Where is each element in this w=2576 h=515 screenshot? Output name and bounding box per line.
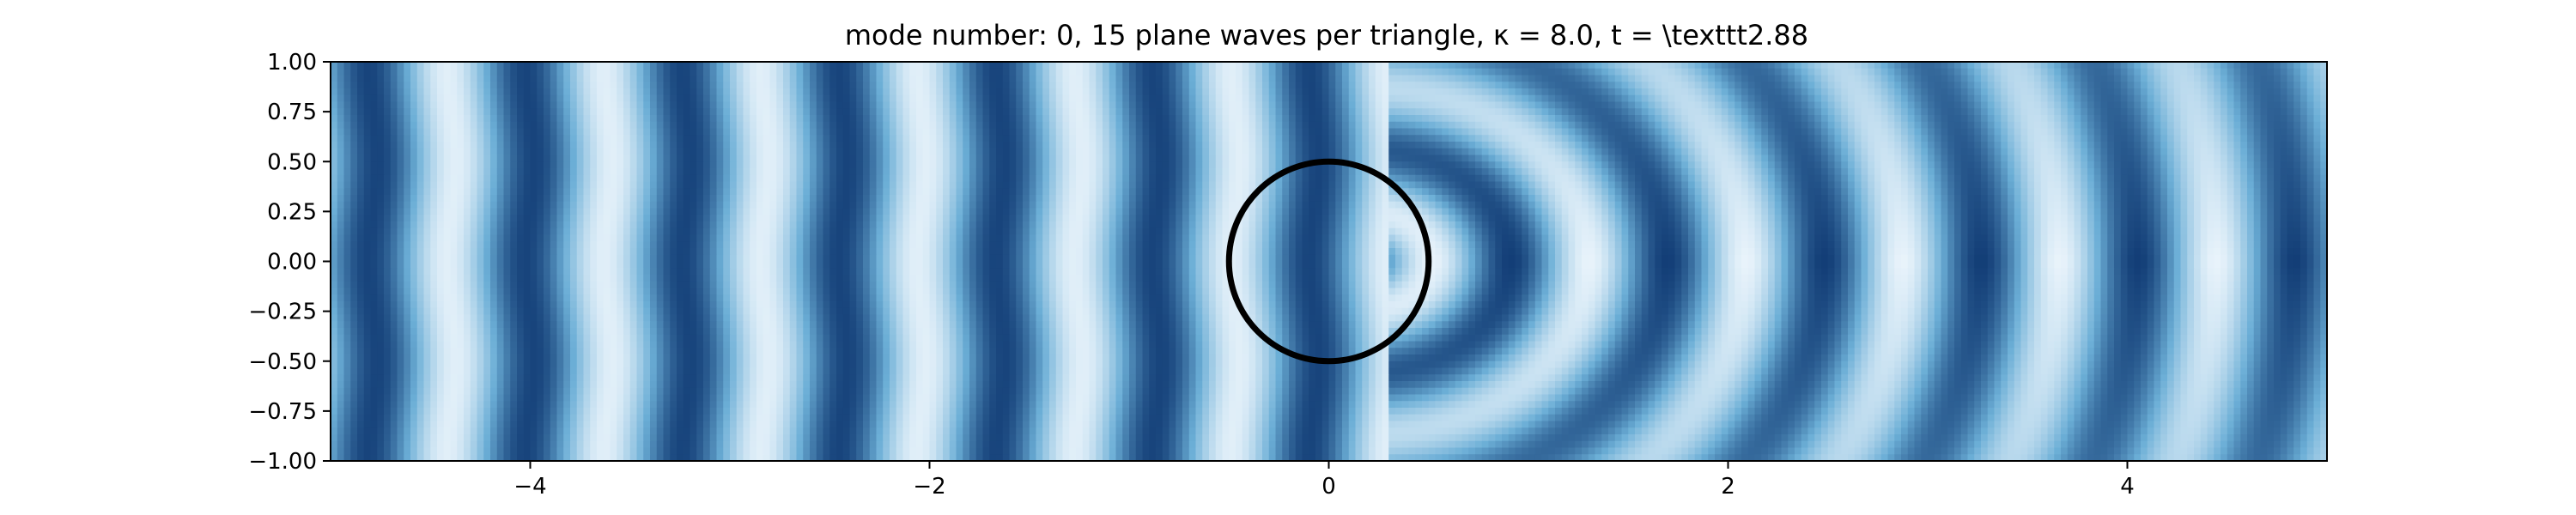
x-axis: −4 −2 0 2 4 — [513, 461, 2135, 500]
plot-area — [330, 61, 2328, 462]
y-tick-label: −0.25 — [248, 300, 317, 325]
y-tick-label: 0.50 — [267, 149, 317, 175]
x-tick-label: 4 — [2120, 474, 2135, 500]
wave-field-heatmap — [331, 62, 2327, 461]
obstacle-circle — [1225, 158, 1432, 365]
x-tick-label: 2 — [1721, 474, 1735, 500]
y-axis: 1.00 0.75 0.50 0.25 0.00 −0.25 −0.50 −0.75 −1.00 — [248, 50, 331, 475]
y-tick-label: 1.00 — [267, 50, 317, 76]
x-tick-label: −4 — [513, 474, 546, 500]
y-tick-label: 0.75 — [267, 100, 317, 125]
y-tick-label: 0.25 — [267, 199, 317, 225]
y-tick-label: −0.50 — [248, 349, 317, 375]
chart-title: mode number: 0, 15 plane waves per trian… — [845, 19, 1808, 52]
x-tick-label: −2 — [913, 474, 945, 500]
x-tick-label: 0 — [1321, 474, 1336, 500]
y-tick-label: −1.00 — [248, 449, 317, 475]
obstacle-layer — [1225, 158, 1432, 365]
y-tick-label: −0.75 — [248, 399, 317, 425]
y-tick-label: 0.00 — [267, 250, 317, 276]
